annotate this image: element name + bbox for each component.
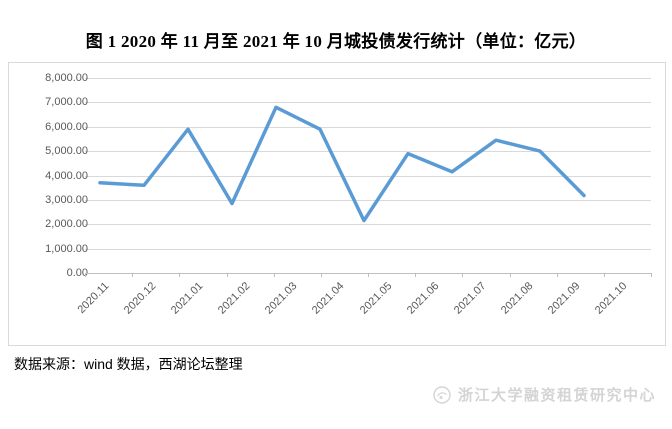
gridline [85, 126, 651, 128]
gridline [85, 102, 651, 104]
research-center-emblem-icon [432, 385, 452, 405]
chart-title: 图 1 2020 年 11 月至 2021 年 10 月城投债发行统计（单位：亿… [85, 32, 587, 51]
y-axis-label: 3,000.00 [45, 193, 88, 206]
y-axis-label: 0.00 [66, 267, 88, 279]
watermark-text: 浙江大学融资租赁研究中心 [457, 387, 656, 404]
line-chart: 0.00 1,000.00 2,000.00 3,000.00 4,000.00 5,00… [8, 62, 666, 346]
gridline [85, 199, 651, 201]
y-axis-label: 7,000.00 [45, 96, 88, 109]
y-axis-label: 2,000.00 [45, 218, 88, 231]
gridline [85, 78, 651, 79]
y-axis-label: 4,000.00 [45, 169, 88, 182]
x-axis-tick [415, 273, 417, 277]
x-axis-tick [132, 273, 134, 277]
gridline [85, 151, 651, 153]
gridline [85, 248, 651, 250]
gridline [85, 224, 651, 226]
x-axis-tick [320, 273, 322, 277]
x-axis-tick [368, 273, 369, 277]
source-note: 数据来源：wind 数据，西湖论坛整理 [14, 356, 243, 372]
x-axis-tick [179, 273, 181, 277]
x-axis-tick [651, 273, 652, 277]
data-line [98, 105, 586, 223]
x-axis-tick [462, 273, 464, 277]
x-axis-tick [509, 273, 511, 277]
x-axis-tick [273, 273, 275, 277]
x-axis-tick [603, 273, 605, 277]
y-axis-label: 5,000.00 [45, 145, 88, 158]
data-line-svg [98, 105, 586, 223]
watermark: 浙江大学融资租赁研究中心 [432, 384, 656, 405]
y-axis-label: 8,000.00 [45, 72, 88, 84]
x-axis-tick [556, 273, 558, 277]
y-axis-label: 6,000.00 [45, 120, 88, 133]
gridline [85, 175, 651, 177]
x-axis-tick [226, 273, 228, 277]
y-axis-label: 1,000.00 [45, 242, 88, 255]
x-axis-tick [85, 273, 86, 277]
